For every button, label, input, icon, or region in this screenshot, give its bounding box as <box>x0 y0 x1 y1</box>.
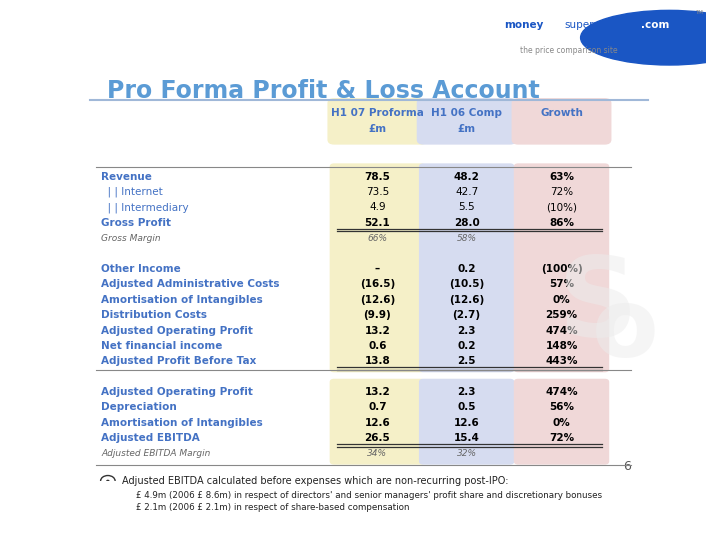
Text: 0.7: 0.7 <box>368 402 387 413</box>
Text: 0.5: 0.5 <box>457 402 476 413</box>
Text: 72%: 72% <box>550 187 573 197</box>
Text: (2.7): (2.7) <box>453 310 481 320</box>
Circle shape <box>580 10 720 65</box>
Text: 443%: 443% <box>545 356 577 366</box>
Text: Revenue: Revenue <box>101 172 152 181</box>
Text: 52.1: 52.1 <box>364 218 390 228</box>
Text: .com: .com <box>641 21 670 30</box>
Text: Adjusted Operating Profit: Adjusted Operating Profit <box>101 326 253 335</box>
Text: 474%: 474% <box>545 326 578 335</box>
Text: 78.5: 78.5 <box>364 172 390 181</box>
Text: 66%: 66% <box>367 234 387 242</box>
Text: 2.3: 2.3 <box>457 326 476 335</box>
Text: Net financial income: Net financial income <box>101 341 222 351</box>
Text: money: money <box>504 21 544 30</box>
Text: 2.5: 2.5 <box>457 356 476 366</box>
FancyBboxPatch shape <box>512 98 611 145</box>
Text: 72%: 72% <box>549 433 574 443</box>
Text: 15.4: 15.4 <box>454 433 480 443</box>
Text: 0.2: 0.2 <box>457 264 476 274</box>
FancyBboxPatch shape <box>328 98 427 145</box>
Text: Pro Forma Profit & Loss Account: Pro Forma Profit & Loss Account <box>107 79 539 103</box>
Text: 0.6: 0.6 <box>368 341 387 351</box>
Text: TM: TM <box>696 10 703 15</box>
Text: Distribution Costs: Distribution Costs <box>101 310 207 320</box>
Text: (100%): (100%) <box>541 264 582 274</box>
Text: 4.9: 4.9 <box>369 202 386 212</box>
Text: 259%: 259% <box>546 310 577 320</box>
Text: (9.9): (9.9) <box>364 310 391 320</box>
Text: 13.2: 13.2 <box>364 326 390 335</box>
Text: 0%: 0% <box>553 418 570 428</box>
FancyBboxPatch shape <box>124 505 130 510</box>
FancyBboxPatch shape <box>514 379 609 464</box>
Text: £m: £m <box>369 124 387 134</box>
Text: (16.5): (16.5) <box>360 279 395 289</box>
Text: –: – <box>375 264 380 274</box>
Text: 13.8: 13.8 <box>364 356 390 366</box>
Text: Other Income: Other Income <box>101 264 181 274</box>
Text: 6: 6 <box>624 460 631 473</box>
Text: 73.5: 73.5 <box>366 187 389 197</box>
Text: 12.6: 12.6 <box>364 418 390 428</box>
Text: £ 2.1m (2006 £ 2.1m) in respect of share-based compensation: £ 2.1m (2006 £ 2.1m) in respect of share… <box>136 503 409 512</box>
Text: Amortisation of Intangibles: Amortisation of Intangibles <box>101 295 263 305</box>
Text: (10.5): (10.5) <box>449 279 485 289</box>
Text: Amortisation of Intangibles: Amortisation of Intangibles <box>101 418 263 428</box>
Text: 26.5: 26.5 <box>364 433 390 443</box>
Text: Adjusted EBITDA calculated before expenses which are non-recurring post-IPO:: Adjusted EBITDA calculated before expens… <box>122 476 509 486</box>
FancyBboxPatch shape <box>514 163 609 372</box>
Text: (10%): (10%) <box>546 202 577 212</box>
Text: supermarket: supermarket <box>564 21 631 30</box>
Text: 148%: 148% <box>545 341 577 351</box>
Text: 58%: 58% <box>456 234 477 242</box>
Text: 57%: 57% <box>549 279 574 289</box>
Text: 86%: 86% <box>549 218 574 228</box>
Text: £ 4.9m (2006 £ 8.6m) in respect of directors' and senior managers' profit share : £ 4.9m (2006 £ 8.6m) in respect of direc… <box>136 490 602 500</box>
Circle shape <box>106 480 109 482</box>
Text: Depreciation: Depreciation <box>101 402 177 413</box>
Text: the price comparison site: the price comparison site <box>520 45 618 55</box>
Text: 32%: 32% <box>456 449 477 458</box>
Text: 0%: 0% <box>553 295 570 305</box>
Text: 12.6: 12.6 <box>454 418 480 428</box>
Text: Adjusted EBITDA: Adjusted EBITDA <box>101 433 200 443</box>
Text: 5.5: 5.5 <box>459 202 475 212</box>
Text: 28.0: 28.0 <box>454 218 480 228</box>
FancyBboxPatch shape <box>124 493 130 497</box>
Text: £m: £m <box>458 124 476 134</box>
FancyBboxPatch shape <box>417 98 516 145</box>
Text: 48.2: 48.2 <box>454 172 480 181</box>
Text: Adjusted Administrative Costs: Adjusted Administrative Costs <box>101 279 279 289</box>
FancyBboxPatch shape <box>330 163 425 372</box>
Text: 42.7: 42.7 <box>455 187 478 197</box>
Text: H1 07 Proforma: H1 07 Proforma <box>331 109 424 118</box>
Text: | | Intermediary: | | Intermediary <box>101 202 189 213</box>
Text: Growth: Growth <box>540 109 583 118</box>
Text: Gross Profit: Gross Profit <box>101 218 171 228</box>
Text: Adjusted EBITDA Margin: Adjusted EBITDA Margin <box>101 449 210 458</box>
Text: 13.2: 13.2 <box>364 387 390 397</box>
Text: 63%: 63% <box>549 172 574 181</box>
Text: S: S <box>558 253 638 360</box>
Text: Gross Margin: Gross Margin <box>101 234 161 242</box>
Text: 34%: 34% <box>367 449 387 458</box>
FancyBboxPatch shape <box>419 379 514 464</box>
Text: Adjusted Profit Before Tax: Adjusted Profit Before Tax <box>101 356 256 366</box>
Text: H1 06 Comp: H1 06 Comp <box>431 109 502 118</box>
Text: o: o <box>593 285 659 377</box>
Text: 2.3: 2.3 <box>457 387 476 397</box>
Text: | | Internet: | | Internet <box>101 187 163 197</box>
FancyBboxPatch shape <box>330 379 425 464</box>
Text: 0.2: 0.2 <box>457 341 476 351</box>
FancyBboxPatch shape <box>419 163 514 372</box>
Text: Adjusted Operating Profit: Adjusted Operating Profit <box>101 387 253 397</box>
Text: 474%: 474% <box>545 387 578 397</box>
Text: 56%: 56% <box>549 402 574 413</box>
Text: (12.6): (12.6) <box>360 295 395 305</box>
Text: (12.6): (12.6) <box>449 295 485 305</box>
